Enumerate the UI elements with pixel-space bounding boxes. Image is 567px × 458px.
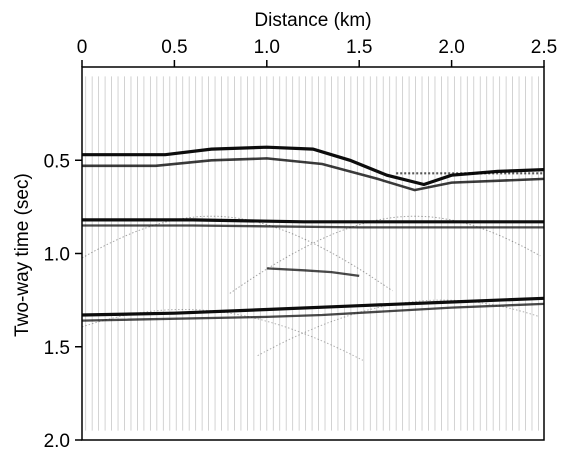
trace-lines — [85, 76, 539, 431]
y-tick-label: 0.5 — [44, 151, 70, 172]
reflector — [82, 224, 544, 229]
y-tick-label: 1.0 — [44, 245, 70, 266]
reflector — [82, 157, 544, 192]
plot-frame — [81, 66, 545, 441]
reflector — [82, 218, 544, 224]
x-tick-label: 2.0 — [438, 37, 464, 58]
y-tick-label: 1.5 — [44, 338, 70, 359]
reflector — [82, 145, 544, 187]
reflector — [266, 267, 360, 278]
reflector — [82, 296, 544, 317]
x-tick-labels: 0 0.5 1.0 1.5 2.0 2.5 — [77, 37, 558, 58]
x-tick-label: 1.5 — [346, 37, 372, 58]
reflector — [82, 302, 544, 322]
x-axis-label: Distance (km) — [254, 10, 371, 31]
y-tick-label: 2.0 — [44, 431, 70, 452]
x-tick-label: 2.5 — [531, 37, 557, 58]
axes-frame — [75, 60, 545, 441]
x-tick-label: 0 — [77, 37, 88, 58]
y-tick-labels: 0.5 1.0 1.5 2.0 — [44, 151, 70, 452]
y-axis-label: Two-way time (sec) — [12, 173, 33, 337]
x-tick-label: 0.5 — [161, 37, 187, 58]
x-tick-label: 1.0 — [254, 37, 280, 58]
reflection-events — [82, 145, 544, 361]
